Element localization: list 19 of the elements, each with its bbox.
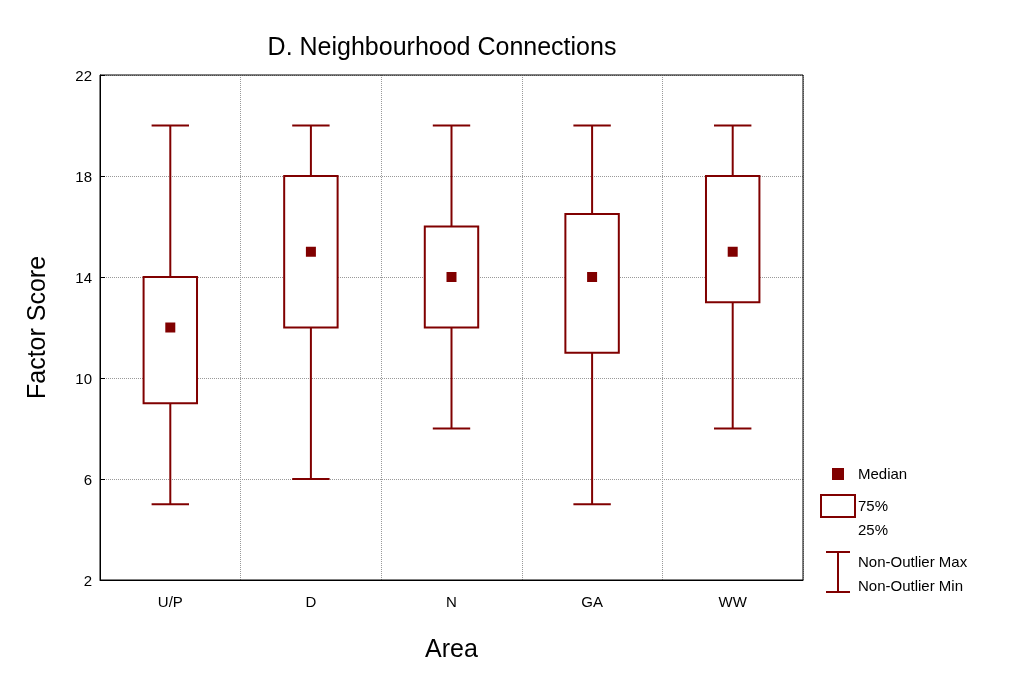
x-tick-label: U/P xyxy=(157,593,183,610)
legend-label: Median xyxy=(858,464,908,484)
y-tick-label: 18 xyxy=(75,167,92,185)
y-tick-label: 22 xyxy=(75,66,92,84)
y-tick-label: 10 xyxy=(75,369,92,387)
text: Non-Outlier Max xyxy=(858,552,968,572)
x-tick-label: N xyxy=(446,593,457,610)
text: 25% xyxy=(858,520,889,540)
x-tick-label: D xyxy=(305,593,317,610)
x-tick-label: GA xyxy=(581,593,603,610)
x-axis-title: Area xyxy=(425,633,478,662)
text: 75% xyxy=(858,496,889,516)
chart-title: D. Neighbourhood Connections xyxy=(267,31,617,60)
x-tick-label: WW xyxy=(718,593,748,610)
text: Non-Outlier Min xyxy=(858,576,965,596)
y-tick-label: 14 xyxy=(75,268,92,286)
y-axis-title: Factor Score xyxy=(21,255,50,400)
y-tick-label: 6 xyxy=(83,470,92,488)
y-tick-label: 2 xyxy=(83,571,92,589)
